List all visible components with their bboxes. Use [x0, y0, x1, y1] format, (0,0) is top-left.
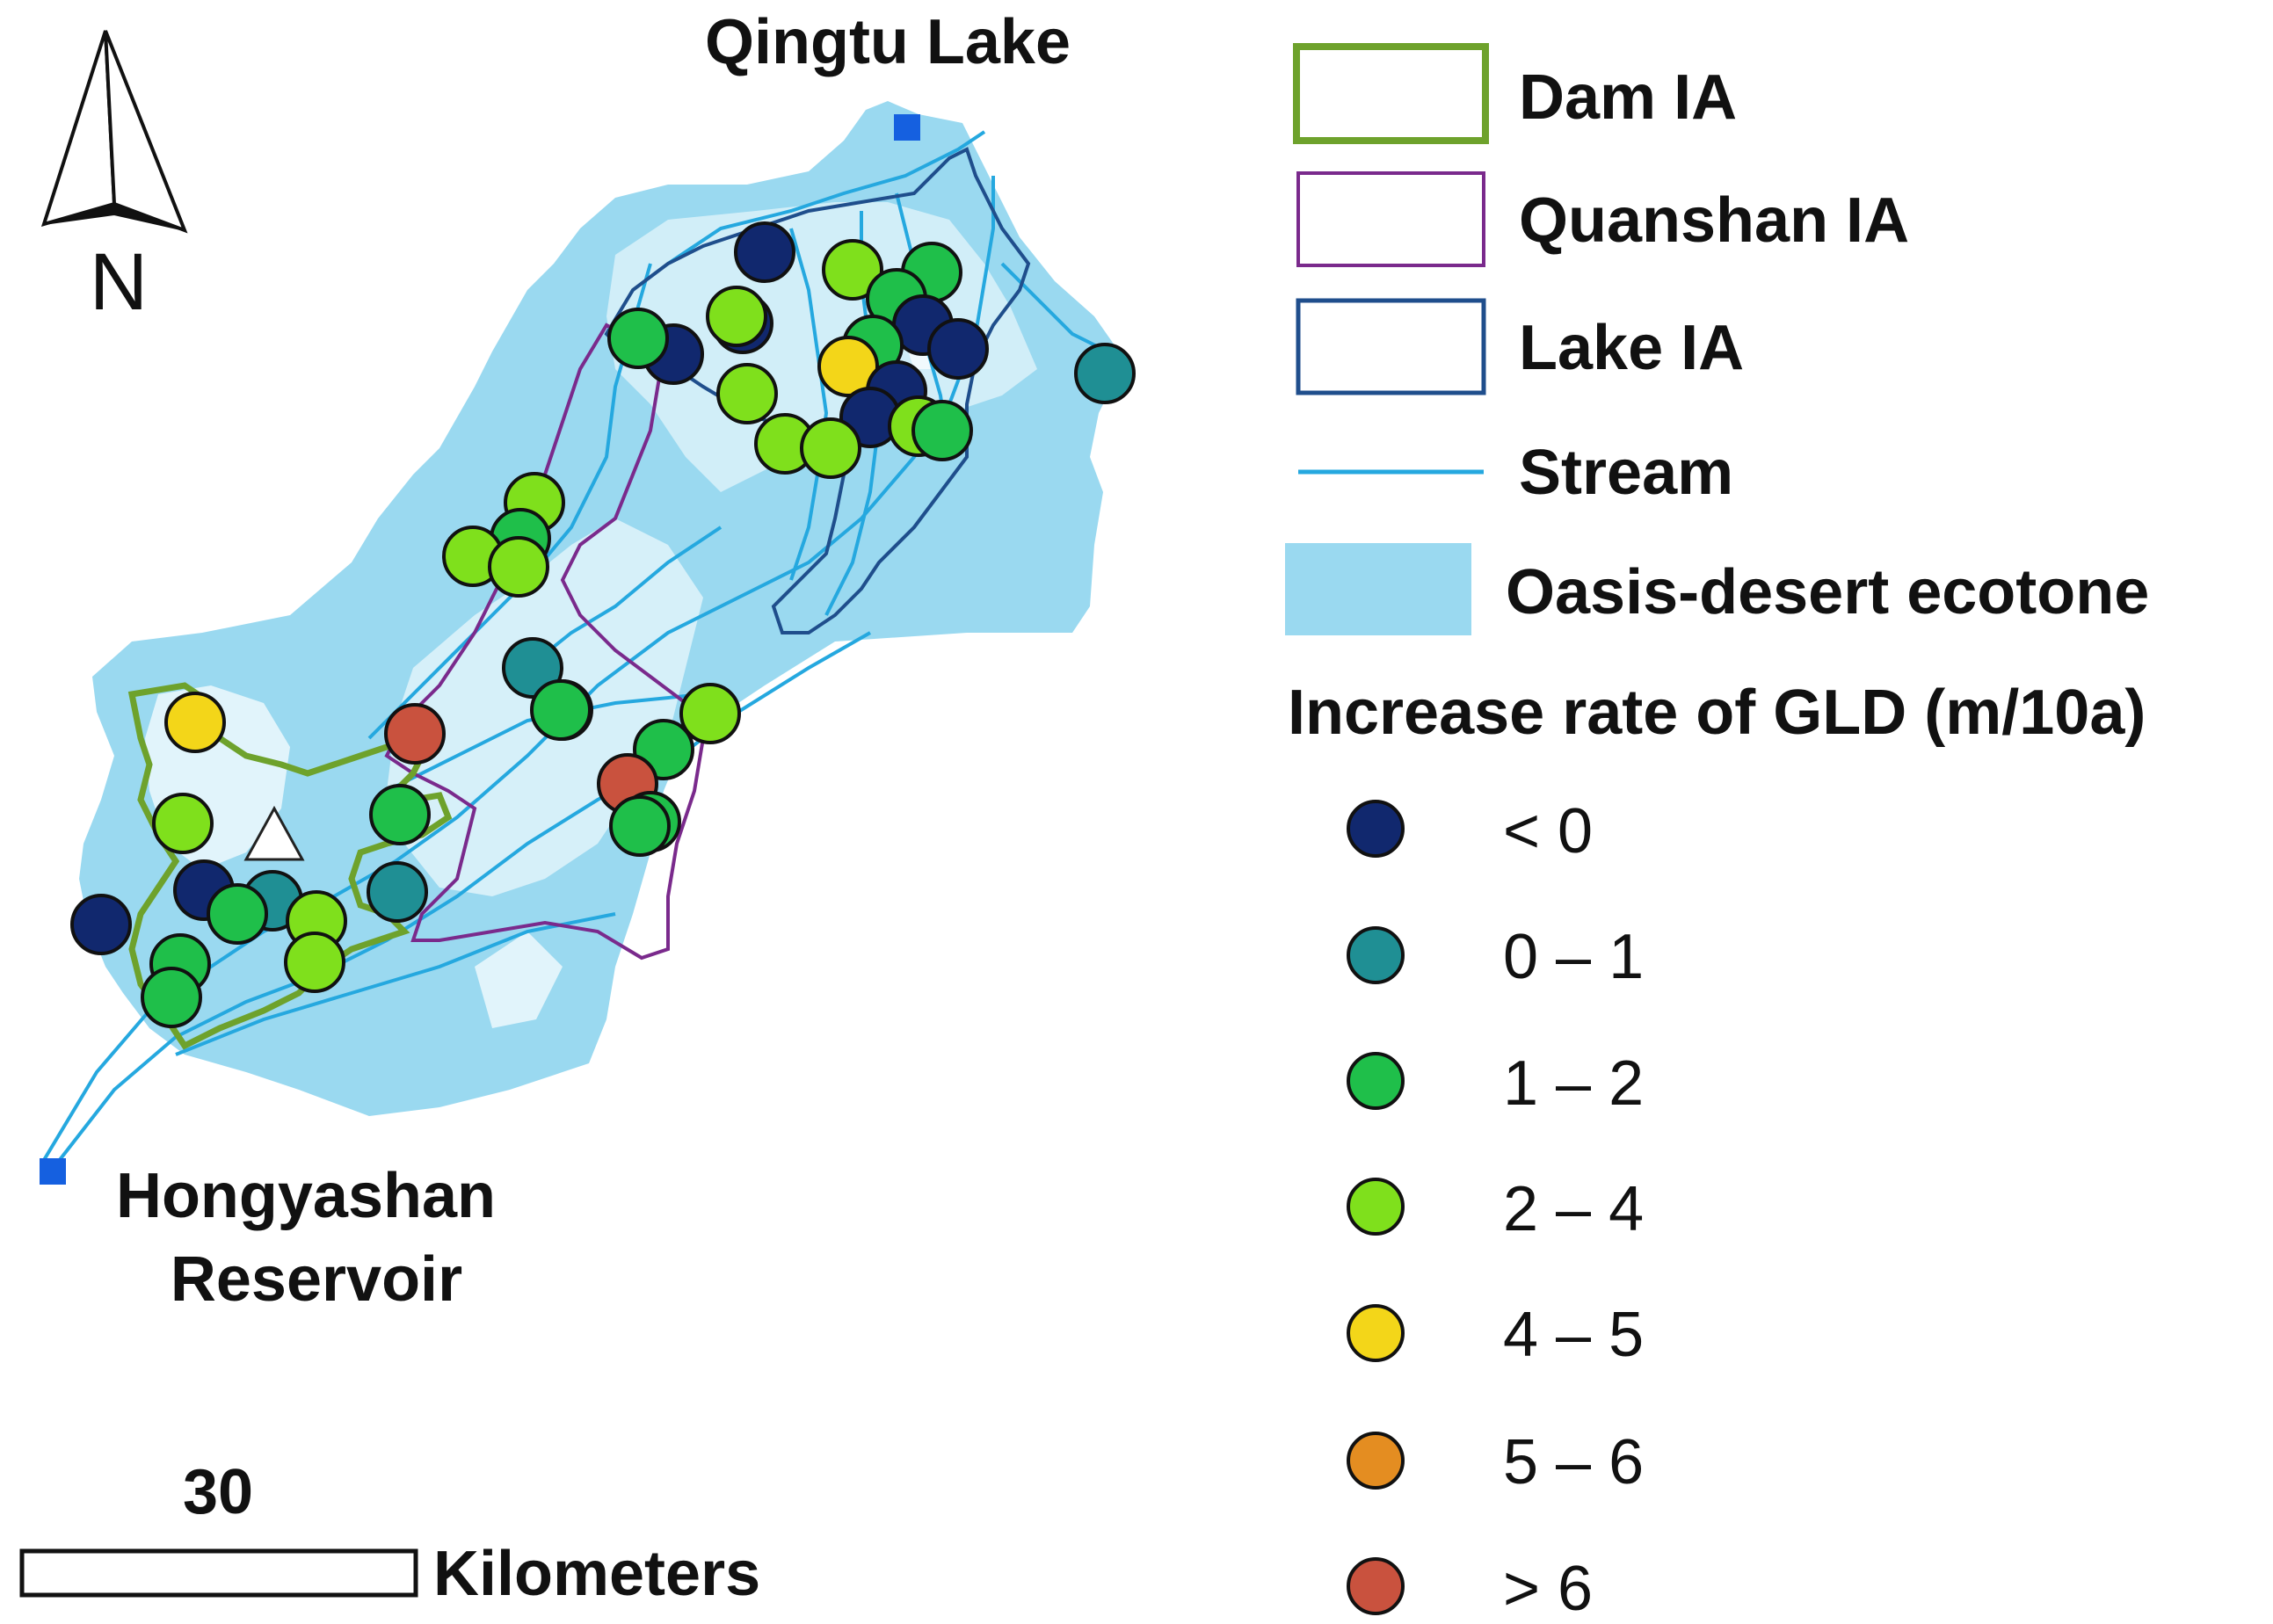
reservoir-label-line2: Reservoir — [171, 1244, 462, 1315]
ecotone-area — [79, 101, 1125, 1116]
point — [607, 308, 669, 369]
legend-label-ecotone: Oasis-desert ecotone — [1506, 557, 2149, 627]
legend-class-2-4: 2 – 4 — [1503, 1174, 1644, 1244]
scale-bar-box — [19, 1548, 418, 1598]
legend-label-quanshan-ia: Quanshan IA — [1519, 185, 1909, 256]
dam-ia-boundary — [127, 682, 453, 1050]
legend-dot-4-5 — [1347, 1304, 1405, 1362]
legend-swatch-dam-ia — [1293, 43, 1489, 144]
observation-points — [70, 221, 1136, 1028]
point — [367, 861, 428, 923]
legend-label-stream: Stream — [1519, 438, 1733, 508]
legend-class-gt6: > 6 — [1503, 1554, 1593, 1624]
point — [822, 239, 883, 301]
legend: Dam IA Quanshan IA Lake IA Stream Oasis-… — [1285, 43, 2149, 1624]
legend-dot-1-2 — [1347, 1052, 1405, 1110]
point — [817, 336, 879, 397]
legend-swatch-lake-ia — [1296, 298, 1486, 395]
point — [800, 417, 861, 479]
legend-swatch-quanshan-ia — [1296, 171, 1485, 267]
legend-swatch-ecotone — [1285, 543, 1471, 635]
reservoir-label-line1: Hongyashan — [116, 1161, 496, 1231]
legend-label-dam-ia: Dam IA — [1519, 62, 1737, 133]
legend-dot-lt0 — [1347, 800, 1405, 858]
point — [488, 536, 549, 598]
scale-bar: 30 Kilometers — [19, 1457, 760, 1609]
legend-class-1-2: 1 – 2 — [1503, 1048, 1644, 1119]
scale-unit: Kilometers — [433, 1539, 760, 1609]
point — [911, 400, 973, 461]
point — [369, 784, 431, 845]
point — [706, 286, 767, 347]
point — [152, 793, 214, 854]
point — [207, 883, 268, 945]
point — [1074, 343, 1136, 404]
point — [609, 795, 671, 857]
point — [679, 683, 741, 744]
legend-class-lt0: < 0 — [1503, 796, 1593, 866]
scale-value: 30 — [183, 1457, 253, 1527]
legend-dot-gt6 — [1347, 1557, 1405, 1615]
triangle-marker — [243, 805, 305, 861]
point — [927, 318, 989, 380]
point — [716, 363, 778, 424]
quanshan-ia-boundary — [384, 323, 706, 961]
point — [502, 637, 563, 699]
qingtu-lake-label: Qingtu Lake — [705, 7, 1071, 77]
legend-dot-0-1 — [1347, 926, 1405, 984]
point — [384, 703, 446, 765]
north-arrow: N — [40, 30, 188, 327]
legend-label-lake-ia: Lake IA — [1519, 313, 1744, 383]
reservoir-station — [40, 1158, 66, 1185]
legend-dot-2-4 — [1347, 1178, 1405, 1236]
north-label: N — [90, 237, 148, 327]
legend-rate-title: Increase rate of GLD (m/10a) — [1288, 678, 2146, 748]
qingtu-lake-station — [894, 114, 920, 141]
point — [164, 692, 226, 753]
legend-class-4-5: 4 – 5 — [1503, 1300, 1644, 1370]
point — [141, 967, 202, 1028]
point — [530, 679, 592, 741]
legend-class-0-1: 0 – 1 — [1503, 922, 1644, 992]
point — [284, 932, 345, 993]
point — [734, 221, 795, 283]
legend-dot-5-6 — [1347, 1432, 1405, 1490]
legend-class-5-6: 5 – 6 — [1503, 1427, 1644, 1497]
point — [70, 894, 132, 955]
